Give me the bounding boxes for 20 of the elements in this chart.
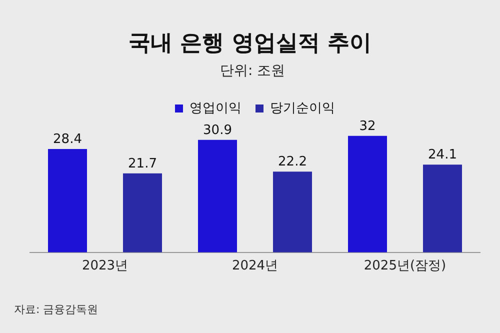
x-tick-label: 2023년 [82,258,128,274]
x-tick-label: 2025년(잠정) [364,258,446,274]
text: 자료: 금융감독원 [14,302,98,317]
bar [348,136,387,252]
legend-label: 당기순이익 [270,100,335,116]
chart-subtitle: 단위: 조원 [220,62,286,80]
data-label: 30.9 [203,122,232,138]
legend-label: 영업이익 [190,100,242,116]
x-tick-label: 2024년 [232,258,278,274]
bar [123,173,162,252]
data-label: 32 [359,118,376,134]
data-label: 22.2 [278,154,307,170]
chart-title: 국내 은행 영업실적 추이 [128,30,372,58]
data-label: 28.4 [53,132,82,147]
bar [198,140,237,252]
data-label: 24.1 [428,148,457,163]
bar [273,172,312,252]
bar [48,149,87,252]
data-label: 21.7 [128,156,157,172]
bar [423,164,462,252]
